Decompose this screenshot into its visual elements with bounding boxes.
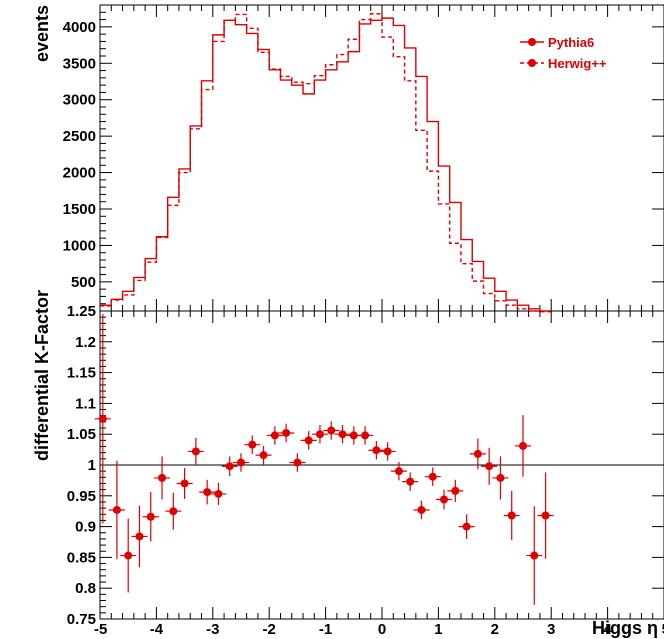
bottom-y-tick-label: 0.75 bbox=[67, 611, 96, 628]
data-point bbox=[541, 511, 550, 520]
x-tick-label: -2 bbox=[263, 621, 276, 638]
data-point bbox=[270, 431, 279, 440]
bottom-y-tick-label: 0.8 bbox=[75, 580, 96, 597]
data-point bbox=[451, 486, 460, 495]
data-point bbox=[440, 495, 449, 504]
data-point bbox=[485, 462, 494, 471]
histogram-herwig- bbox=[100, 13, 552, 313]
x-tick-label: 4 bbox=[603, 621, 612, 638]
top-y-tick-label: 1000 bbox=[63, 237, 96, 254]
data-point bbox=[146, 512, 155, 521]
legend-label: Pythia6 bbox=[548, 35, 594, 50]
legend-label: Herwig++ bbox=[548, 56, 607, 71]
data-point bbox=[530, 551, 539, 560]
data-point bbox=[519, 441, 527, 450]
bottom-y-tick-label: 1.2 bbox=[75, 334, 96, 351]
data-point bbox=[225, 462, 234, 471]
data-point bbox=[315, 430, 324, 439]
data-point bbox=[417, 505, 426, 514]
top-y-tick-label: 2500 bbox=[63, 128, 96, 145]
x-tick-label: 1 bbox=[434, 621, 442, 638]
data-point bbox=[462, 522, 471, 531]
data-point bbox=[203, 488, 212, 497]
data-point bbox=[214, 489, 223, 498]
x-tick-label: 0 bbox=[378, 621, 386, 638]
data-point bbox=[394, 467, 403, 476]
data-point bbox=[507, 511, 516, 520]
data-point bbox=[496, 473, 505, 482]
x-tick-label: 2 bbox=[491, 621, 499, 638]
data-point bbox=[124, 551, 133, 560]
data-point bbox=[112, 505, 121, 514]
x-tick-label: -1 bbox=[319, 621, 332, 638]
bottom-y-tick-label: 0.95 bbox=[67, 488, 96, 505]
x-tick-label: -4 bbox=[150, 621, 164, 638]
data-point bbox=[180, 479, 189, 488]
data-point bbox=[169, 507, 178, 516]
data-point bbox=[372, 446, 381, 455]
top-y-tick-label: 2000 bbox=[63, 165, 96, 182]
data-point bbox=[191, 447, 200, 456]
data-point bbox=[406, 477, 415, 486]
data-point bbox=[473, 449, 482, 458]
data-point bbox=[293, 458, 302, 467]
x-tick-label: -3 bbox=[206, 621, 219, 638]
top-y-tick-label: 3500 bbox=[63, 55, 96, 72]
data-point bbox=[259, 451, 268, 460]
top-y-axis-label: events bbox=[32, 5, 52, 62]
top-panel-frame bbox=[99, 4, 664, 312]
data-point bbox=[349, 431, 358, 440]
x-tick-label: 5 bbox=[662, 621, 664, 638]
bottom-y-tick-label: 1 bbox=[88, 457, 96, 474]
bottom-y-tick-label: 1.25 bbox=[67, 303, 96, 320]
data-point bbox=[135, 532, 144, 541]
data-point bbox=[158, 473, 167, 482]
top-y-tick-label: 3000 bbox=[63, 92, 96, 109]
data-point bbox=[98, 414, 107, 423]
top-y-tick-label: 500 bbox=[71, 274, 96, 291]
bottom-y-tick-label: 1.1 bbox=[75, 395, 96, 412]
data-point bbox=[282, 428, 291, 437]
bottom-y-tick-label: 1.15 bbox=[67, 365, 96, 382]
x-tick-label: 3 bbox=[547, 621, 555, 638]
bottom-y-tick-label: 0.85 bbox=[67, 549, 96, 566]
bottom-y-axis-label: differential K-Factor bbox=[32, 290, 52, 461]
data-point bbox=[338, 430, 347, 439]
data-point bbox=[237, 458, 245, 467]
top-y-tick-label: 1500 bbox=[63, 201, 96, 218]
data-point bbox=[248, 440, 257, 449]
data-point bbox=[361, 431, 370, 440]
legend-marker bbox=[528, 38, 536, 46]
histogram-pythia6 bbox=[100, 17, 552, 312]
data-point bbox=[383, 447, 392, 456]
bottom-y-tick-label: 0.9 bbox=[75, 519, 96, 536]
legend-marker bbox=[528, 59, 536, 67]
x-axis-label: Higgs η bbox=[592, 618, 658, 638]
bottom-y-tick-label: 1.05 bbox=[67, 426, 96, 443]
data-point bbox=[327, 426, 336, 435]
data-point bbox=[428, 472, 437, 481]
top-y-tick-label: 4000 bbox=[63, 19, 96, 36]
data-point bbox=[304, 436, 313, 445]
x-tick-label: -5 bbox=[94, 621, 107, 638]
